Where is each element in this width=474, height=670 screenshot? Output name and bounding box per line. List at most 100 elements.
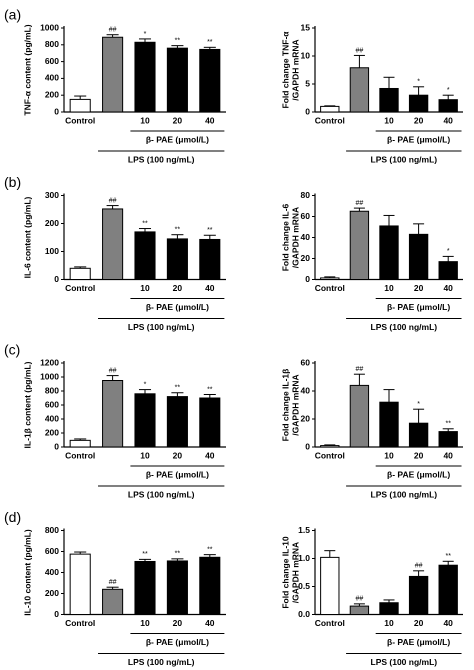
significance-label: ## bbox=[356, 47, 364, 54]
bar bbox=[134, 41, 156, 113]
bar bbox=[379, 225, 399, 280]
x-tick-label: Control bbox=[315, 115, 345, 125]
y-tick-label: 0 bbox=[305, 441, 310, 451]
bar bbox=[166, 560, 188, 616]
y-tick-label: 60 bbox=[301, 357, 311, 367]
group-label: β- PAE (μmol/L) bbox=[146, 134, 209, 144]
y-axis-label: /GAPDH mRNA bbox=[290, 39, 300, 100]
y-tick-label: 600 bbox=[45, 546, 59, 556]
y-tick-label: 5 bbox=[305, 78, 310, 88]
x-tick-label: 10 bbox=[140, 283, 150, 293]
group-label: β- PAE (μmol/L) bbox=[387, 134, 450, 144]
bar bbox=[320, 556, 340, 616]
significance-label: * bbox=[447, 87, 450, 94]
significance-label: ** bbox=[175, 551, 181, 558]
significance-label: ** bbox=[142, 220, 148, 227]
bar bbox=[379, 602, 399, 615]
y-tick-label: 0 bbox=[305, 106, 310, 116]
bar bbox=[408, 575, 429, 615]
bar bbox=[199, 238, 221, 281]
x-tick-label: Control bbox=[315, 450, 345, 460]
y-tick-label: 800 bbox=[45, 39, 59, 49]
x-tick-label: Control bbox=[65, 450, 95, 460]
y-axis-label: IL-10 content (pg/mL) bbox=[22, 529, 32, 616]
x-tick-label: Control bbox=[65, 618, 95, 628]
significance-label: * bbox=[144, 31, 147, 38]
bar bbox=[320, 445, 340, 448]
y-tick-label: 1000 bbox=[40, 22, 59, 32]
bar bbox=[379, 87, 399, 113]
significance-label: ## bbox=[109, 27, 117, 34]
y-tick-label: 15 bbox=[301, 22, 311, 32]
significance-label: ** bbox=[445, 421, 451, 428]
x-tick-label: 10 bbox=[140, 115, 150, 125]
bar bbox=[166, 47, 188, 113]
y-tick-label: 200 bbox=[45, 588, 59, 598]
y-tick-label: 0 bbox=[54, 274, 59, 284]
x-tick-label: 10 bbox=[384, 115, 394, 125]
bar bbox=[320, 105, 340, 113]
y-tick-label: 10 bbox=[301, 50, 311, 60]
bar bbox=[199, 48, 221, 113]
significance-label: * bbox=[417, 401, 420, 408]
x-tick-label: 40 bbox=[205, 450, 215, 460]
x-tick-label: 20 bbox=[173, 283, 183, 293]
panel-label: (a) bbox=[4, 7, 21, 23]
y-tick-label: 400 bbox=[45, 73, 59, 83]
panel-label: (c) bbox=[4, 342, 20, 358]
y-axis-label: IL-6 content (pg/mL) bbox=[22, 196, 32, 278]
bar bbox=[102, 208, 124, 280]
bar bbox=[349, 384, 370, 448]
y-tick-label: 0.5 bbox=[298, 581, 310, 591]
significance-label: ** bbox=[175, 227, 181, 234]
bar bbox=[69, 553, 91, 615]
group-label: β- PAE (μmol/L) bbox=[387, 469, 450, 479]
y-tick-label: 60 bbox=[301, 211, 311, 221]
bar bbox=[438, 261, 458, 280]
x-tick-label: 10 bbox=[140, 450, 150, 460]
group-label: β- PAE (μmol/L) bbox=[146, 469, 209, 479]
panel-label: (d) bbox=[4, 509, 21, 525]
significance-label: ## bbox=[109, 579, 117, 586]
x-tick-label: 40 bbox=[205, 618, 215, 628]
y-tick-label: 20 bbox=[301, 413, 311, 423]
bar bbox=[199, 556, 221, 616]
y-tick-label: 40 bbox=[301, 385, 311, 395]
x-tick-label: 10 bbox=[384, 283, 394, 293]
x-tick-label: 20 bbox=[414, 115, 424, 125]
x-tick-label: 40 bbox=[443, 450, 453, 460]
group-label: β- PAE (μmol/L) bbox=[387, 637, 450, 647]
y-axis-label: IL-1β content (pg/mL) bbox=[22, 361, 32, 448]
y-tick-label: 400 bbox=[45, 413, 59, 423]
y-axis-label: /GAPDH mRNA bbox=[290, 374, 300, 435]
bar bbox=[69, 439, 91, 448]
x-tick-label: 40 bbox=[443, 618, 453, 628]
y-axis-label: Fold change IL-10 bbox=[280, 536, 290, 609]
significance-label: ** bbox=[175, 385, 181, 392]
bar bbox=[408, 422, 429, 448]
bar bbox=[166, 238, 188, 280]
y-tick-label: 1.0 bbox=[298, 553, 310, 563]
y-tick-label: 0 bbox=[54, 441, 59, 451]
significance-label: ## bbox=[356, 200, 364, 207]
x-tick-label: 20 bbox=[173, 115, 183, 125]
y-axis-label: /GAPDH mRNA bbox=[290, 542, 300, 603]
y-tick-label: 0 bbox=[305, 274, 310, 284]
significance-label: * bbox=[144, 381, 147, 388]
y-axis-label: Fold change TNF-α bbox=[280, 31, 290, 109]
y-axis-label: Fold change IL-6 bbox=[280, 203, 290, 271]
significance-label: * bbox=[447, 248, 450, 255]
bar bbox=[349, 210, 370, 280]
x-tick-label: 20 bbox=[173, 450, 183, 460]
group-label: LPS (100 ng/mL) bbox=[371, 154, 438, 164]
group-label: LPS (100 ng/mL) bbox=[371, 489, 438, 499]
group-label: LPS (100 ng/mL) bbox=[128, 657, 195, 667]
y-tick-label: 0.0 bbox=[298, 609, 310, 619]
y-tick-label: 100 bbox=[45, 246, 59, 256]
y-axis-label: TNF-α content (pg/mL) bbox=[22, 24, 32, 115]
x-tick-label: 40 bbox=[443, 283, 453, 293]
y-tick-label: 80 bbox=[301, 190, 311, 200]
significance-label: ## bbox=[415, 563, 423, 570]
significance-label: * bbox=[417, 79, 420, 86]
group-label: LPS (100 ng/mL) bbox=[371, 657, 438, 667]
